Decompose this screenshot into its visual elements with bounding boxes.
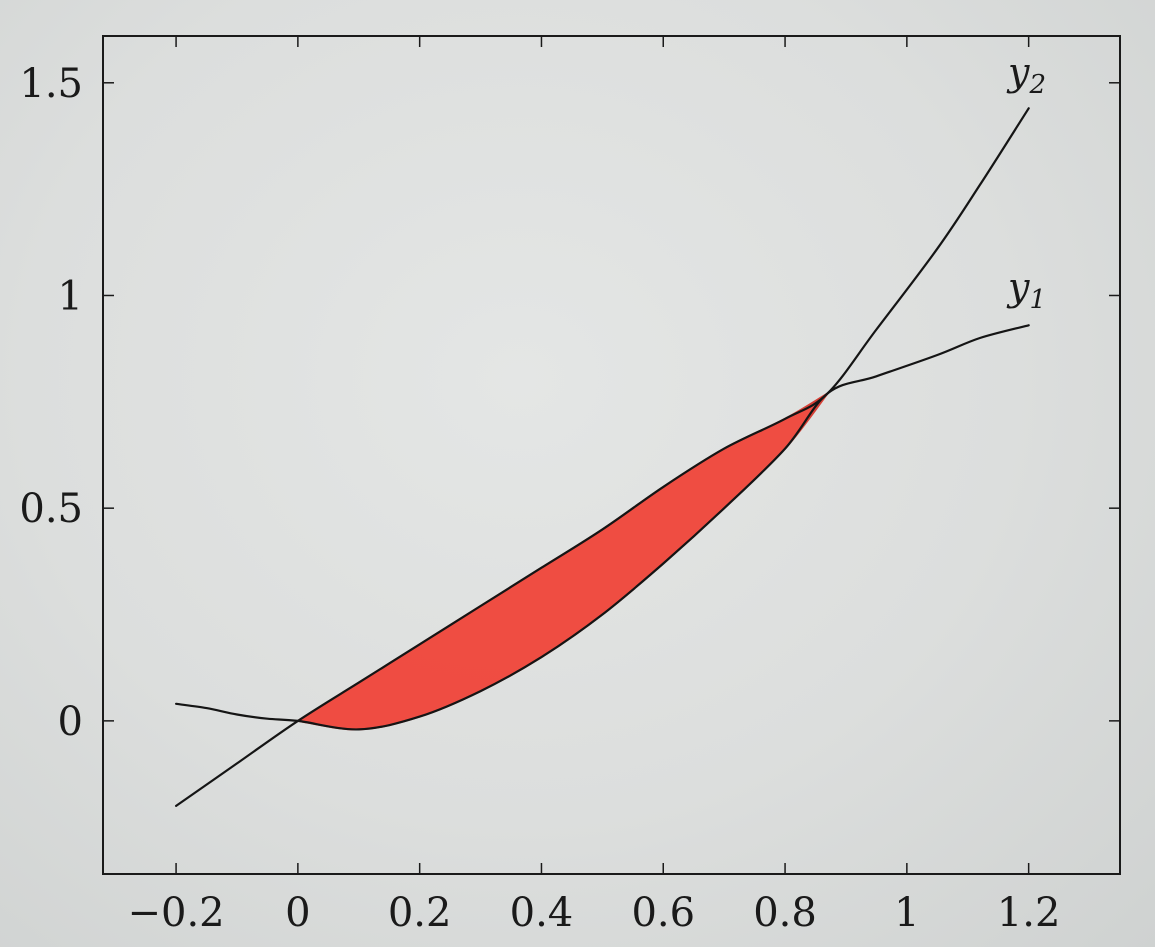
- x-tick-label: 0.2: [388, 890, 452, 936]
- x-tick-label: 0.4: [510, 890, 574, 936]
- y-tick-label: 0: [58, 699, 83, 745]
- x-tick-label: 0: [285, 890, 310, 936]
- series-line-y1: [175, 324, 1030, 731]
- x-tick-label: −0.2: [128, 890, 225, 936]
- shaded-area: [295, 392, 829, 731]
- x-tick-label: 0.8: [753, 890, 817, 936]
- plot-frame: [102, 35, 1121, 875]
- shaded-region: [295, 392, 829, 731]
- x-tick-label: 0.6: [631, 890, 695, 936]
- series-lines: [175, 107, 1030, 807]
- y-tick-label: 1.5: [19, 61, 83, 107]
- series-label-y1: y1: [1006, 265, 1046, 315]
- y-tick-label: 0.5: [19, 486, 83, 532]
- axis-ticks: [103, 36, 1120, 874]
- x-tick-label: 1.2: [997, 890, 1061, 936]
- series-line-y2: [175, 107, 1030, 807]
- x-tick-label: 1: [894, 890, 919, 936]
- y-tick-labels: 0 0.5 1 1.5: [19, 61, 83, 745]
- y-tick-label: 1: [58, 273, 83, 319]
- x-tick-labels: −0.2 0 0.2 0.4 0.6 0.8 1 1.2: [128, 890, 1061, 936]
- series-label-y2: y2: [1006, 50, 1046, 100]
- series-labels: y2 y1: [1006, 50, 1046, 315]
